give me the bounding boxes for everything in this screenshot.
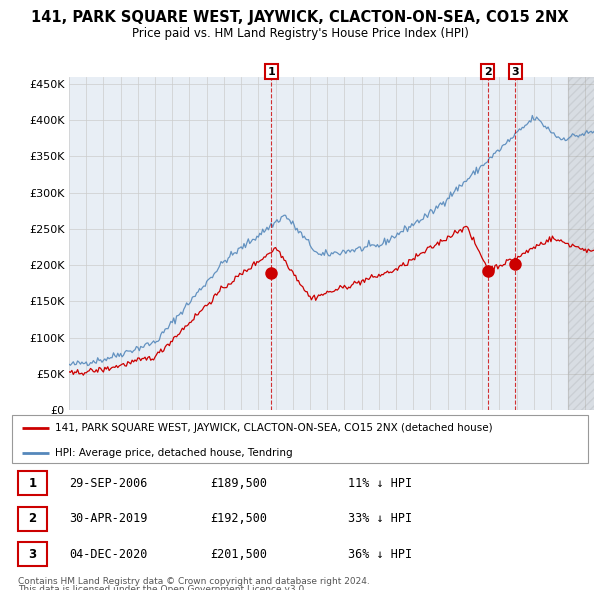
Text: HPI: Average price, detached house, Tendring: HPI: Average price, detached house, Tend… bbox=[55, 447, 293, 457]
Text: 29-SEP-2006: 29-SEP-2006 bbox=[69, 477, 148, 490]
Text: This data is licensed under the Open Government Licence v3.0.: This data is licensed under the Open Gov… bbox=[18, 585, 307, 590]
Text: 04-DEC-2020: 04-DEC-2020 bbox=[69, 548, 148, 560]
Text: £201,500: £201,500 bbox=[210, 548, 267, 560]
Bar bbox=[568, 77, 600, 410]
Text: 3: 3 bbox=[28, 548, 37, 560]
FancyBboxPatch shape bbox=[12, 415, 588, 463]
Text: 2: 2 bbox=[484, 67, 491, 77]
Text: 11% ↓ HPI: 11% ↓ HPI bbox=[348, 477, 412, 490]
Text: 2: 2 bbox=[28, 512, 37, 525]
Text: £189,500: £189,500 bbox=[210, 477, 267, 490]
Text: 1: 1 bbox=[28, 477, 37, 490]
Text: 3: 3 bbox=[511, 67, 519, 77]
Text: 33% ↓ HPI: 33% ↓ HPI bbox=[348, 512, 412, 525]
Text: 30-APR-2019: 30-APR-2019 bbox=[69, 512, 148, 525]
Text: Contains HM Land Registry data © Crown copyright and database right 2024.: Contains HM Land Registry data © Crown c… bbox=[18, 577, 370, 586]
Text: 141, PARK SQUARE WEST, JAYWICK, CLACTON-ON-SEA, CO15 2NX: 141, PARK SQUARE WEST, JAYWICK, CLACTON-… bbox=[31, 10, 569, 25]
Text: Price paid vs. HM Land Registry's House Price Index (HPI): Price paid vs. HM Land Registry's House … bbox=[131, 27, 469, 40]
Text: £192,500: £192,500 bbox=[210, 512, 267, 525]
Text: 36% ↓ HPI: 36% ↓ HPI bbox=[348, 548, 412, 560]
Text: 141, PARK SQUARE WEST, JAYWICK, CLACTON-ON-SEA, CO15 2NX (detached house): 141, PARK SQUARE WEST, JAYWICK, CLACTON-… bbox=[55, 423, 493, 433]
Text: 1: 1 bbox=[268, 67, 275, 77]
